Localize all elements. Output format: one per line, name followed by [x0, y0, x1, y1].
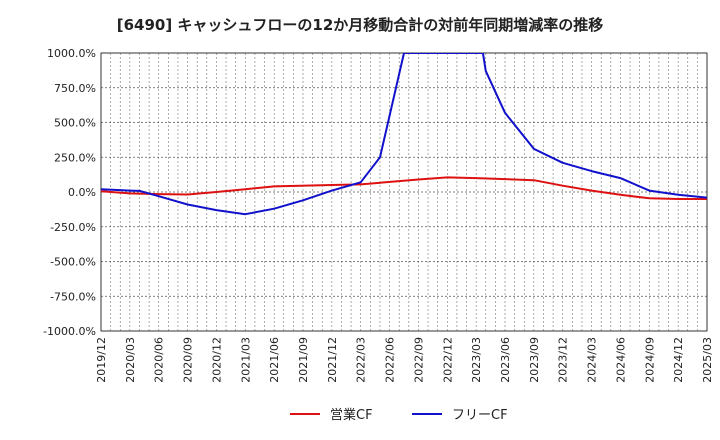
series-line-2 [101, 53, 707, 216]
x-tick-label: 2019/12 [95, 337, 108, 383]
y-tick-label: 250.0% [54, 151, 96, 164]
x-tick-label: 2023/12 [557, 337, 570, 383]
x-tick-label: 2021/06 [268, 337, 281, 383]
x-tick-label: 2025/03 [701, 337, 714, 383]
x-tick-label: 2023/06 [499, 337, 512, 383]
y-tick-label: 1000.0% [47, 47, 96, 60]
x-tick-label: 2022/06 [384, 337, 397, 383]
y-tick-label: 500.0% [54, 117, 96, 130]
y-tick-label: -250.0% [50, 221, 96, 234]
plot-area [101, 53, 707, 331]
y-tick-label: 0.0% [68, 186, 96, 199]
legend-label: フリーCF [452, 408, 508, 423]
x-tick-label: 2020/03 [124, 337, 137, 383]
x-tick-label: 2023/09 [528, 337, 541, 383]
x-tick-label: 2022/12 [441, 337, 454, 383]
x-tick-label: 2020/09 [182, 337, 195, 383]
x-tick-label: 2022/09 [412, 337, 425, 383]
x-tick-label: 2021/12 [326, 337, 339, 383]
x-tick-label: 2024/06 [614, 337, 627, 383]
chart-title: [6490] キャッシュフローの12か月移動合計の対前年同期増減率の推移 [116, 16, 604, 34]
x-tick-label: 2024/12 [672, 337, 685, 383]
series-line-1 [101, 176, 707, 200]
y-tick-label: -1000.0% [43, 325, 96, 338]
x-tick-label: 2024/09 [643, 337, 656, 383]
x-tick-label: 2024/03 [586, 337, 599, 383]
x-tick-label: 2022/03 [355, 337, 368, 383]
x-tick-label: 2021/09 [297, 337, 310, 383]
x-tick-label: 2021/03 [239, 337, 252, 383]
y-tick-label: -750.0% [50, 290, 96, 303]
x-tick-label: 2020/12 [210, 337, 223, 383]
legend-label: 営業CF [330, 407, 373, 423]
x-tick-label: 2023/03 [470, 337, 483, 383]
x-tick-label: 2020/06 [153, 337, 166, 383]
y-tick-label: 750.0% [54, 82, 96, 95]
y-tick-label: -500.0% [50, 256, 96, 269]
